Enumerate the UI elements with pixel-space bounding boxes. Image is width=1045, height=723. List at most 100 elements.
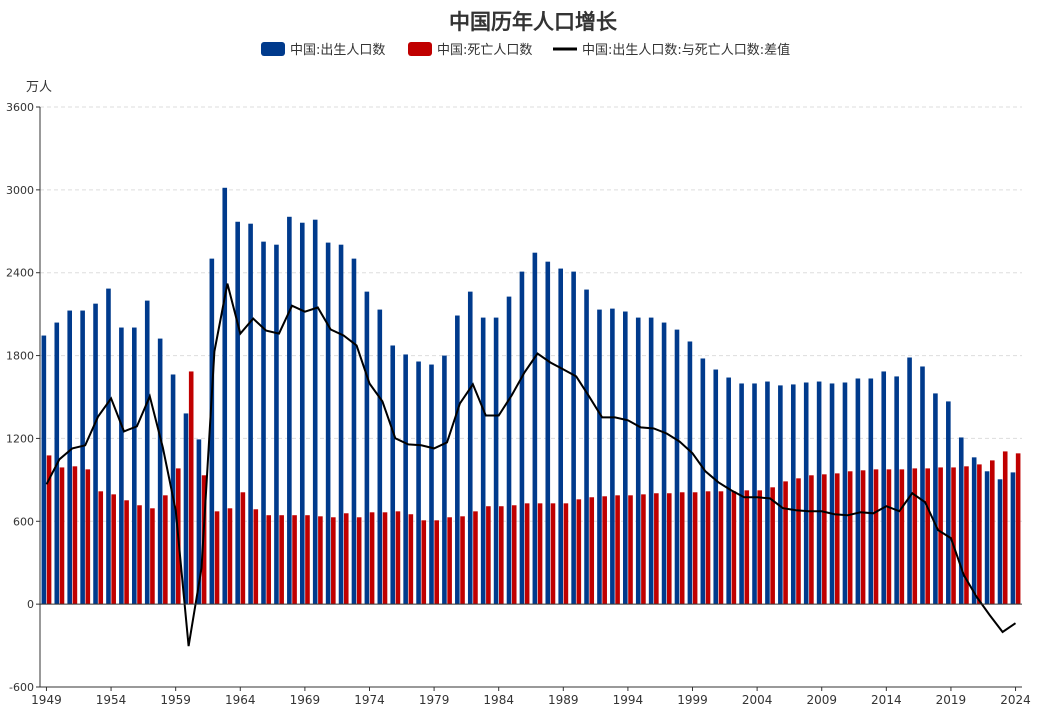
- birth-bar: [558, 268, 564, 605]
- birth-bar: [610, 308, 615, 605]
- x-tick-label: 1959: [160, 693, 191, 707]
- birth-bar: [597, 309, 602, 605]
- x-tick-label: 1979: [419, 693, 450, 707]
- death-bar: [589, 497, 595, 605]
- death-bar: [150, 508, 155, 605]
- death-bar: [679, 492, 685, 605]
- birth-bar: [390, 345, 396, 605]
- birth-bar: [67, 310, 73, 605]
- death-bar: [227, 508, 233, 605]
- death-bar: [498, 506, 504, 605]
- birth-bar: [920, 366, 925, 605]
- birth-bar: [648, 317, 654, 605]
- death-bar: [240, 492, 246, 605]
- birth-bar: [532, 252, 538, 605]
- death-bar: [641, 494, 646, 605]
- birth-bar: [248, 223, 253, 605]
- y-tick-label: 2400: [6, 267, 34, 280]
- birth-bar: [493, 317, 499, 605]
- birth-bar: [442, 355, 447, 605]
- death-bar: [602, 496, 607, 605]
- death-bar: [666, 493, 672, 605]
- birth-bar: [933, 393, 938, 605]
- birth-bar: [429, 364, 434, 605]
- birth-bar: [790, 384, 796, 605]
- legend-item-deaths[interactable]: 中国:死亡人口数: [408, 42, 532, 58]
- x-tick-label: 1969: [290, 693, 321, 707]
- death-bar: [615, 495, 620, 605]
- y-tick-label: -600: [9, 681, 34, 694]
- x-tick-label: 1974: [354, 693, 385, 707]
- birth-bar: [299, 222, 305, 605]
- x-tick-label: 1954: [96, 693, 127, 707]
- x-tick-label: 2014: [871, 693, 902, 707]
- birth-bar: [338, 244, 344, 605]
- birth-bar: [157, 338, 163, 605]
- y-tick-label: 600: [13, 515, 34, 528]
- birth-bar: [739, 383, 744, 605]
- birth-bar: [183, 413, 189, 605]
- y-tick-label: 1800: [6, 350, 34, 363]
- death-bar: [886, 469, 892, 605]
- death-bar: [266, 515, 272, 605]
- birth-bar: [119, 327, 124, 605]
- birth-bar: [261, 241, 266, 605]
- birth-bar: [984, 471, 990, 605]
- legend-item-births[interactable]: 中国:出生人口数: [261, 42, 385, 58]
- bars: [41, 187, 1021, 605]
- legend-label-difference: 中国:出生人口数:与死亡人口数:差值: [582, 42, 790, 58]
- death-bar: [124, 500, 129, 605]
- birth-bar: [894, 376, 899, 605]
- death-bar: [989, 460, 995, 605]
- death-bar: [783, 481, 788, 605]
- birth-bar: [713, 369, 719, 605]
- death-bar: [305, 515, 310, 605]
- death-bar: [369, 512, 375, 605]
- y-tick-label: 3000: [6, 184, 34, 197]
- birth-bar: [403, 354, 408, 605]
- birth-bar: [222, 187, 228, 605]
- death-bar: [873, 469, 879, 605]
- death-bar: [163, 495, 168, 605]
- death-bar: [654, 493, 659, 605]
- birth-bar: [144, 300, 150, 605]
- death-bar: [576, 499, 582, 605]
- birth-bar: [196, 439, 202, 605]
- birth-bar: [816, 381, 822, 605]
- birth-bar: [80, 310, 85, 605]
- birth-bar: [958, 437, 964, 605]
- birth-bar: [881, 371, 887, 605]
- death-bar: [938, 467, 943, 605]
- birth-bar: [416, 361, 421, 605]
- birth-bar: [274, 244, 279, 605]
- x-tick-label: 1984: [483, 693, 514, 707]
- birth-bar: [635, 317, 641, 605]
- death-bar: [809, 475, 814, 605]
- birth-bar: [584, 289, 589, 605]
- birth-bar: [170, 374, 176, 605]
- death-bar: [550, 503, 556, 605]
- birth-bar: [674, 329, 680, 605]
- birth-bar: [700, 358, 706, 605]
- legend-swatch-births: [261, 42, 285, 56]
- death-bar: [692, 492, 698, 605]
- death-bar: [486, 506, 491, 605]
- y-tick-label: 3600: [6, 101, 34, 114]
- birth-bar: [687, 341, 693, 605]
- death-bar: [460, 516, 465, 605]
- death-bar: [59, 467, 65, 605]
- death-bar: [292, 515, 297, 605]
- birth-bar: [312, 219, 318, 605]
- x-tick-label: 2024: [1000, 693, 1031, 707]
- y-tick-label: 0: [27, 598, 34, 611]
- death-bar: [421, 520, 427, 605]
- death-bar: [343, 513, 349, 605]
- birth-bar: [351, 258, 357, 605]
- birth-bar: [971, 457, 977, 605]
- x-tick-label: 1999: [677, 693, 708, 707]
- birth-bar: [907, 357, 912, 605]
- legend-item-difference[interactable]: 中国:出生人口数:与死亡人口数:差值: [553, 42, 790, 58]
- birth-bar: [765, 381, 770, 605]
- birth-bar: [946, 401, 951, 605]
- birth-bar: [325, 242, 331, 605]
